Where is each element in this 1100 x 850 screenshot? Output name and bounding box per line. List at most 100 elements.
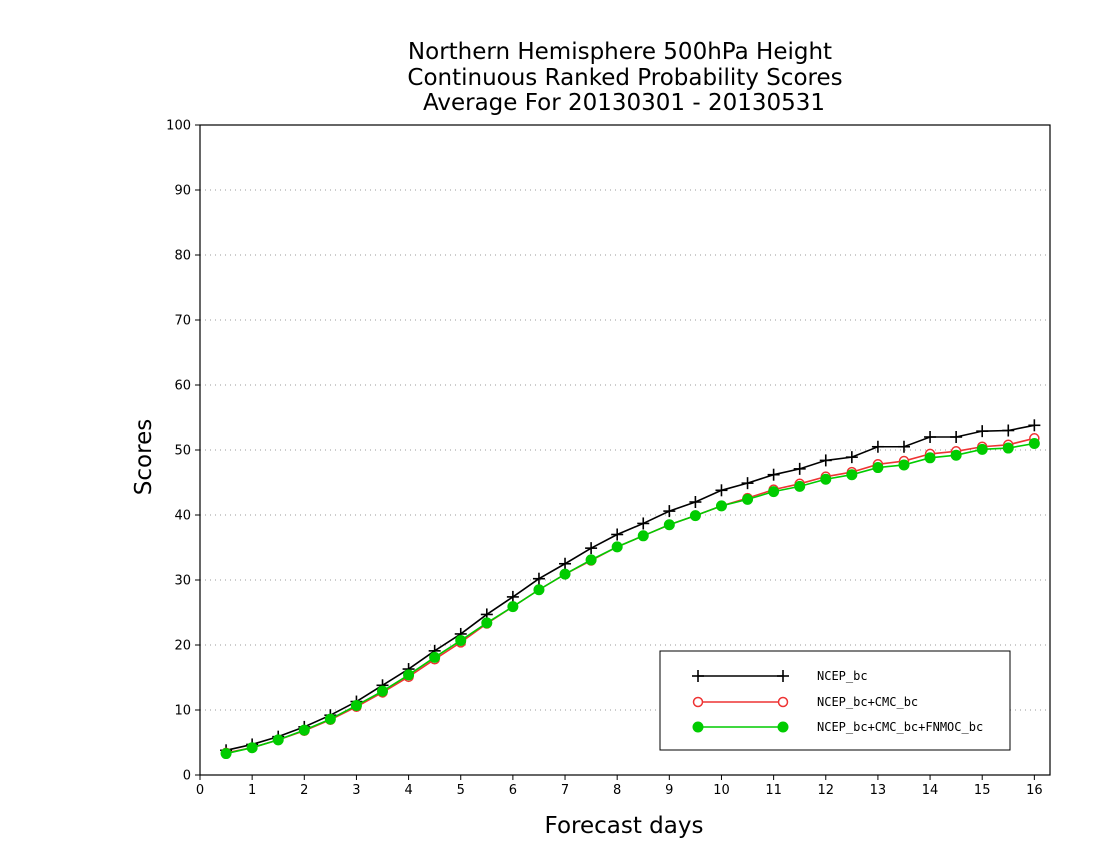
data-point: [872, 462, 884, 474]
data-point: [1002, 442, 1014, 454]
series-2: [220, 438, 1040, 760]
x-tick-label: 5: [457, 783, 465, 798]
x-tick-label: 8: [613, 783, 621, 798]
y-tick-label: 0: [183, 769, 191, 784]
data-point: [455, 634, 467, 646]
data-point: [976, 425, 989, 438]
y-tick-label: 70: [174, 314, 191, 329]
data-point: [950, 431, 963, 443]
data-point: [976, 443, 988, 455]
legend-entry: NCEP_bc: [692, 669, 868, 683]
data-point: [768, 486, 780, 498]
legend-entry: NCEP_bc+CMC_bc: [692, 695, 918, 709]
data-point: [559, 568, 571, 580]
legend-marker: [777, 721, 789, 733]
series-group: [220, 419, 1041, 760]
grid-lines: [200, 189, 1050, 711]
x-tick-label: 2: [300, 783, 308, 798]
data-point: [532, 572, 545, 585]
data-point: [637, 530, 649, 542]
data-point: [663, 519, 675, 531]
data-point: [585, 542, 598, 555]
x-tick-label: 11: [765, 783, 782, 798]
x-tick-label: 0: [196, 783, 204, 798]
data-point: [298, 724, 310, 736]
data-point: [1002, 424, 1015, 437]
legend-marker: [692, 670, 704, 682]
data-point: [585, 554, 597, 566]
data-point: [794, 480, 806, 492]
data-point: [637, 517, 650, 530]
x-tick-label: 14: [922, 783, 939, 798]
data-point: [246, 742, 258, 754]
legend-label: NCEP_bc+CMC_bc+FNMOC_bc: [817, 720, 983, 734]
data-point: [924, 431, 937, 443]
x-axis-ticks: 0 1 2 3 4 5 6 7 8 9 10 11 12 13 14 15 16: [196, 775, 1043, 798]
data-point: [663, 505, 676, 518]
data-point: [1028, 419, 1041, 432]
x-tick-label: 1: [248, 783, 256, 798]
x-tick-label: 13: [870, 783, 887, 798]
x-tick-label: 6: [509, 783, 517, 798]
data-point: [1028, 438, 1040, 449]
y-tick-label: 80: [174, 249, 191, 264]
y-tick-label: 90: [174, 184, 191, 199]
data-point: [377, 685, 389, 697]
data-point: [272, 734, 284, 746]
y-tick-label: 100: [166, 119, 191, 134]
y-tick-label: 50: [174, 444, 191, 459]
x-tick-label: 10: [713, 783, 730, 798]
data-point: [611, 528, 624, 541]
data-point: [324, 713, 336, 725]
x-tick-label: 7: [561, 783, 569, 798]
x-tick-label: 9: [665, 783, 673, 798]
y-tick-label: 20: [174, 639, 191, 654]
data-point: [898, 459, 910, 471]
legend-box: [659, 650, 1011, 751]
x-tick-label: 12: [817, 783, 834, 798]
legend-label: NCEP_bc+CMC_bc: [817, 695, 918, 709]
plot-frame: [199, 124, 1051, 776]
data-point: [611, 541, 623, 553]
x-tick-label: 15: [974, 783, 991, 798]
data-point: [846, 469, 858, 481]
y-tick-label: 30: [174, 574, 191, 589]
legend-marker: [777, 670, 789, 682]
data-point: [506, 590, 519, 603]
data-point: [533, 584, 545, 596]
title-line-3: Average For 20130301 - 20130531: [423, 90, 825, 116]
data-point: [767, 468, 780, 481]
data-point: [689, 510, 701, 522]
x-tick-label: 4: [404, 783, 412, 798]
y-axis-ticks: 0 10 20 30 40 50 60 70 80 90 100: [166, 119, 200, 784]
data-point: [350, 699, 362, 711]
data-point: [220, 748, 232, 760]
data-point: [559, 557, 572, 570]
data-point: [845, 451, 858, 464]
title-line-1: Northern Hemisphere 500hPa Height: [408, 39, 832, 65]
data-point: [897, 440, 910, 453]
data-point: [715, 500, 727, 512]
data-point: [871, 440, 884, 453]
legend-marker: [777, 696, 789, 708]
legend-label: NCEP_bc: [817, 669, 868, 683]
x-tick-label: 16: [1026, 783, 1043, 798]
legend-marker: [692, 696, 704, 708]
title-line-2: Continuous Ranked Probability Scores: [407, 65, 842, 91]
legend-entry: NCEP_bc+CMC_bc+FNMOC_bc: [692, 720, 983, 734]
chart-title: Northern Hemisphere 500hPa Height Contin…: [407, 39, 842, 116]
x-axis-label: Forecast days: [545, 813, 704, 839]
legend: NCEP_bc NCEP_bc+CMC_bc NCEP_bc+CMC_bc+FNMO…: [659, 650, 1011, 751]
data-point: [924, 452, 936, 464]
data-point: [741, 477, 754, 490]
data-point: [820, 473, 832, 485]
y-axis-label: Scores: [131, 419, 157, 495]
y-tick-label: 60: [174, 379, 191, 394]
data-point: [950, 449, 962, 461]
data-point: [715, 484, 728, 497]
data-point: [403, 669, 415, 681]
y-tick-label: 10: [174, 704, 191, 719]
data-point: [429, 651, 441, 663]
data-point: [819, 454, 832, 467]
